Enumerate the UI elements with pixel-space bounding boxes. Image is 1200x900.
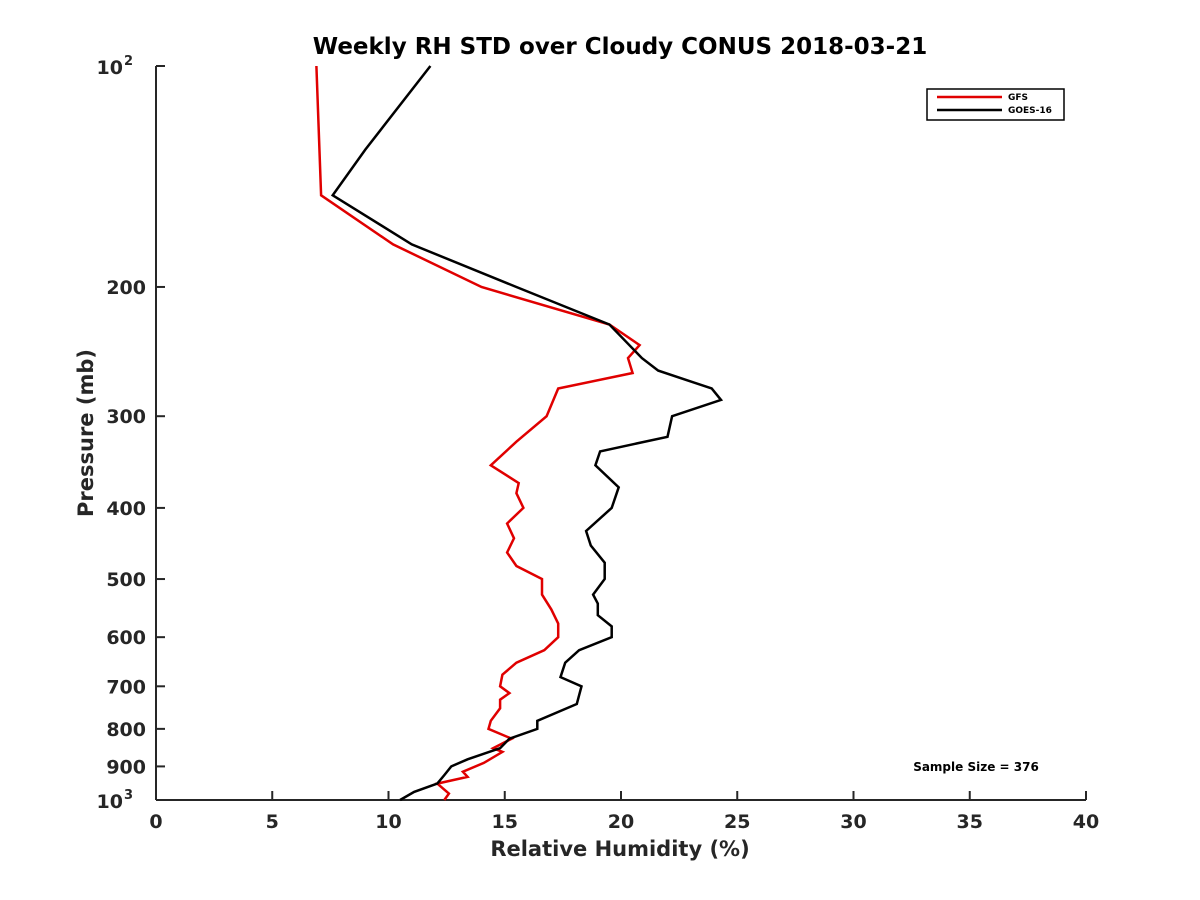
chart-title: Weekly RH STD over Cloudy CONUS 2018-03-… — [313, 34, 927, 60]
y-tick-label: 10 2 — [97, 54, 134, 79]
x-tick-label: 30 — [840, 811, 866, 833]
y-tick-label: 300 — [106, 406, 146, 428]
y-tick-label: 10 3 — [97, 788, 134, 813]
x-tick-label: 5 — [266, 811, 279, 833]
x-tick-label: 40 — [1073, 811, 1099, 833]
y-tick-label: 600 — [106, 627, 146, 649]
plot-area — [155, 66, 1086, 801]
y-tick-exponent: 2 — [124, 54, 133, 69]
y-tick-label: 800 — [106, 719, 146, 741]
y-tick-label: 900 — [106, 756, 146, 778]
y-tick-label: 700 — [106, 676, 146, 698]
series-line-gfs — [315, 65, 642, 801]
y-tick-exponent: 3 — [124, 788, 133, 803]
x-tick-label: 15 — [492, 811, 518, 833]
y-tick-label: 500 — [106, 569, 146, 591]
x-tick-label: 10 — [375, 811, 401, 833]
y-tick-base: 10 — [97, 57, 123, 79]
x-axis-ticks: 0 5 10 15 20 25 30 35 40 — [149, 791, 1099, 833]
y-tick-base: 10 — [97, 791, 123, 813]
x-tick-label: 25 — [724, 811, 750, 833]
legend-label-gfs: GFS — [1008, 93, 1028, 103]
series-line-goes-16 — [330, 65, 724, 802]
x-axis-label: Relative Humidity (%) — [490, 837, 749, 861]
legend: GFS GOES-16 — [926, 88, 1065, 121]
x-tick-label: 0 — [149, 811, 162, 833]
y-tick-label: 200 — [106, 277, 146, 299]
legend-box — [926, 88, 1065, 121]
series-layer — [315, 65, 724, 802]
x-tick-label: 35 — [957, 811, 983, 833]
x-tick-label: 20 — [608, 811, 634, 833]
legend-label-goes-16: GOES-16 — [1008, 106, 1052, 116]
sample-size-annotation: Sample Size = 376 — [913, 760, 1039, 774]
y-axis-label: Pressure (mb) — [74, 349, 98, 517]
y-tick-label: 400 — [106, 498, 146, 520]
